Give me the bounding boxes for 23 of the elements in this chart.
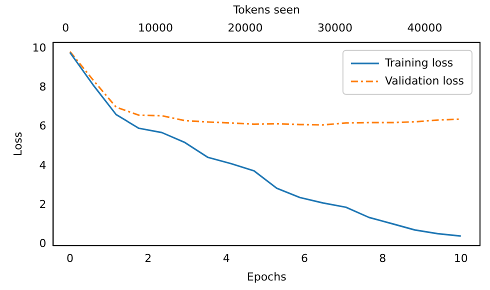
x-tick-label: 2 (144, 252, 152, 266)
x2-tick-label: 30000 (318, 22, 353, 35)
y-tick-label: 4 (39, 158, 46, 172)
y-tick-label: 2 (39, 198, 46, 211)
legend-label: Validation loss (384, 74, 464, 88)
x2-axis-title: Tokens seen (232, 3, 300, 16)
y-tick-label: 8 (39, 80, 46, 94)
x2-tick-label: 40000 (407, 22, 442, 35)
y-tick-label: 10 (32, 42, 46, 55)
x-axis-title: Epochs (246, 270, 287, 284)
y-tick-label: 0 (39, 237, 46, 250)
x-tick-label: 0 (66, 252, 74, 266)
x-tick-label: 6 (301, 252, 308, 266)
x-tick-label: 10 (454, 252, 468, 266)
x2-tick-label: 0 (62, 22, 70, 35)
x2-tick-label: 20000 (228, 22, 263, 35)
y-axis-title: Loss (11, 132, 24, 156)
x-tick-label: 8 (379, 252, 386, 266)
y-tick-label: 6 (39, 120, 46, 133)
legend-label: Training loss (384, 56, 454, 70)
x-tick-label: 4 (222, 252, 230, 266)
line-series (69, 50, 462, 126)
x2-tick-label: 10000 (138, 22, 173, 35)
